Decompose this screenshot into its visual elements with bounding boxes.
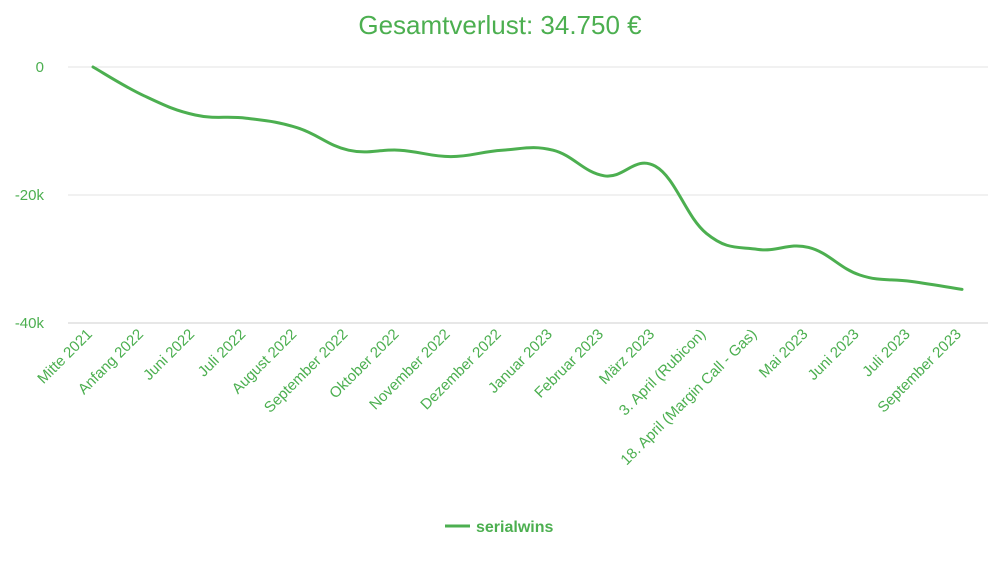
legend[interactable]: serialwins (445, 519, 553, 536)
data-point[interactable] (956, 283, 968, 295)
y-tick-label: -20k (15, 187, 45, 204)
data-point[interactable] (905, 275, 917, 287)
chart-title: Gesamtverlust: 34.750 € (358, 10, 642, 40)
data-point[interactable] (343, 144, 355, 156)
data-point[interactable] (394, 144, 406, 156)
data-point[interactable] (189, 109, 201, 121)
data-point[interactable] (291, 122, 303, 134)
data-point[interactable] (547, 144, 559, 156)
data-point[interactable] (598, 170, 610, 182)
series-layer (87, 61, 968, 295)
data-point[interactable] (87, 61, 99, 73)
legend-label-serialwins: serialwins (476, 519, 553, 536)
data-point[interactable] (138, 90, 150, 102)
data-point[interactable] (240, 112, 252, 124)
y-tick-label: 0 (36, 59, 44, 76)
x-tick-label: Juni 2022 (140, 326, 198, 384)
y-tick-label: -40k (15, 315, 45, 332)
series-line-serialwins[interactable] (91, 65, 964, 291)
data-point[interactable] (803, 241, 815, 253)
x-tick-label: Juni 2023 (805, 326, 863, 384)
x-tick-label: 3. April (Rubicon) (616, 326, 709, 419)
data-point[interactable] (649, 160, 661, 172)
gridlines (68, 66, 988, 324)
data-point[interactable] (700, 227, 712, 239)
data-point[interactable] (854, 269, 866, 281)
data-point[interactable] (445, 151, 457, 163)
data-point[interactable] (496, 144, 508, 156)
x-tick-label: Mai 2023 (756, 326, 812, 382)
data-point[interactable] (752, 243, 764, 255)
y-axis-ticks: 0 -20k -40k (15, 59, 45, 332)
